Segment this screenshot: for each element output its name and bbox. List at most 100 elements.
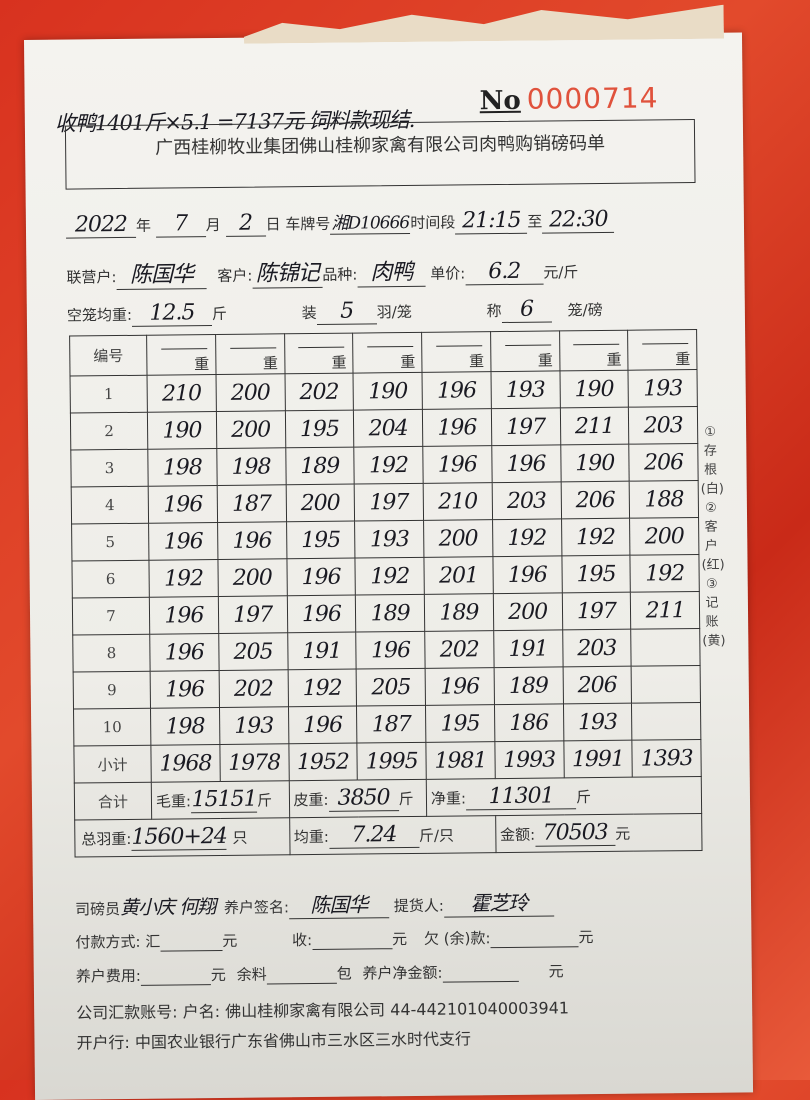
weight-cell: 202 — [284, 373, 354, 411]
month-label: 月 — [205, 215, 221, 235]
avg-value: 7.24 — [328, 821, 420, 849]
price-label: 单价: — [430, 264, 466, 283]
cage-weight-value: 12.5 — [131, 300, 213, 327]
serial-value: 0000714 — [526, 81, 659, 116]
net-cell: 净重: 11301 斤 — [426, 776, 702, 817]
weight-cell: 196 — [149, 596, 219, 635]
yuan-unit: 元 — [578, 928, 594, 947]
start-time: 21:15 — [455, 207, 528, 235]
row-number: 9 — [73, 671, 151, 710]
per-cage-label: 装 — [301, 303, 317, 323]
subtotal-cell: 1995 — [357, 742, 427, 781]
weight-cell: 190 — [353, 372, 423, 411]
header-row-cage: 空笼均重: 12.5 斤 装 5 羽/笼 称 6 笼/磅 — [67, 296, 603, 328]
row-number: 3 — [70, 449, 149, 488]
copy-note-char: (红) — [701, 557, 725, 573]
subtotal-cell: 1978 — [219, 743, 289, 782]
torn-edge — [244, 5, 724, 44]
per-weigh-label: 称 — [486, 302, 502, 321]
weight-cell: 200 — [493, 592, 563, 631]
price-unit: 元/斤 — [543, 263, 579, 282]
gross-label: 毛重: — [155, 792, 192, 811]
weight-cell: 196 — [148, 485, 218, 524]
yuan-unit: 元 — [548, 962, 564, 981]
weight-cell: 196 — [355, 631, 426, 670]
col-header-label: 重 — [400, 352, 416, 372]
gross-unit: 斤 — [256, 791, 273, 810]
weight-cell: 197 — [218, 595, 288, 634]
col-header-label: 重 — [606, 350, 622, 369]
weight-cell: 211 — [559, 407, 630, 445]
subtotal-cell: 1952 — [288, 743, 358, 781]
weight-cell: 200 — [285, 484, 355, 522]
weight-cell: 190 — [147, 411, 217, 450]
farmer-sign-label: 养户签名: — [223, 898, 290, 917]
index-header: 编号 — [69, 335, 148, 377]
weight-col-header: 重 — [215, 333, 285, 375]
copy-note-char: 存 — [703, 443, 717, 459]
weight-cell: 205 — [218, 632, 288, 671]
table-header-row: 编号 重 重 重 重 重 重 重 重 — [69, 329, 697, 377]
weight-col-header: 重 — [284, 333, 354, 374]
weight-cell: 198 — [216, 447, 286, 486]
breed-value: 肉鸭 — [357, 253, 426, 288]
weight-cell: 195 — [286, 521, 356, 559]
weight-cell: 203 — [628, 406, 698, 445]
tare-value: 3850 — [328, 785, 399, 812]
row-number: 8 — [72, 634, 151, 673]
tare-label: 皮重: — [293, 790, 329, 810]
avg-unit: 斤/只 — [418, 826, 455, 845]
copy-note-char: (白) — [700, 481, 724, 497]
customer-label: 客户: — [217, 266, 253, 285]
weight-cell: 192 — [492, 518, 562, 557]
amount-value: 70503 — [535, 819, 616, 847]
weight-cell: 189 — [285, 447, 355, 485]
weight-cell: 188 — [629, 480, 699, 519]
copy-note-char: ② — [705, 500, 717, 516]
weight-cell: 206 — [562, 666, 632, 704]
weight-col-header: 重 — [490, 330, 560, 372]
bag-unit: 包 — [336, 964, 352, 983]
weight-cell: 211 — [630, 591, 700, 630]
yuan-unit: 元 — [210, 965, 226, 985]
weight-cell — [631, 702, 701, 741]
copy-note-char: 账 — [705, 614, 719, 630]
picker-label: 提货人: — [393, 896, 444, 916]
subtotal-cell: 1393 — [632, 739, 702, 778]
weight-cell: 196 — [148, 522, 218, 561]
weight-cell — [631, 665, 701, 704]
fee-row: 养户费用: 元 余料 包 养户净金额: 元 — [76, 960, 564, 986]
copy-note-char: 客 — [704, 519, 718, 535]
per-weigh-value: 6 — [501, 296, 552, 324]
row-number: 7 — [72, 597, 150, 636]
row-number: 2 — [70, 412, 148, 451]
plate-label: 车牌号 — [285, 214, 331, 234]
signature-row: 司磅员黄小庆 何翔 养户签名: 陈国华 提货人: 霍芝玲 — [75, 886, 554, 922]
weight-cell: 192 — [287, 669, 357, 707]
gross-cell: 毛重:15151斤 — [151, 780, 290, 820]
weight-cell: 192 — [355, 557, 425, 596]
weight-cell: 196 — [286, 595, 356, 633]
subtotal-cell: 1991 — [563, 740, 633, 778]
account-line: 公司汇款账号: 户名: 佛山桂柳家禽有限公司 44-44210104000394… — [76, 998, 570, 1023]
tare-cell: 皮重: 3850 斤 — [288, 779, 427, 818]
weight-cell: 203 — [491, 481, 562, 520]
copy-note-char: 户 — [704, 538, 718, 554]
weight-cell: 197 — [491, 407, 561, 446]
count-cell: 总羽重:1560+24 只 — [74, 817, 290, 858]
weight-cell: 191 — [287, 632, 357, 670]
yuan-unit: 元 — [222, 931, 238, 950]
per-weigh-unit: 笼/磅 — [567, 300, 603, 320]
weight-col-header: 重 — [627, 329, 697, 371]
title-box: 广西桂柳牧业集团佛山桂柳家禽有限公司肉鸭购销磅码单 — [64, 118, 696, 190]
amount-unit: 元 — [615, 824, 631, 843]
col-header-label: 重 — [469, 352, 485, 371]
avg-cell: 均重: 7.24 斤/只 — [289, 815, 496, 855]
to-label: 至 — [527, 212, 543, 231]
weight-cell: 196 — [491, 444, 561, 483]
copy-note-char: 记 — [705, 595, 719, 611]
net-label: 净重: — [430, 789, 467, 808]
payment-row: 付款方式: 汇 元 收: 元 欠 (余)款: 元 — [75, 926, 594, 952]
weight-table: 编号重重重重重重重重 1 210 200 202 190 196 193 190 193 2 190 2… — [69, 329, 703, 858]
weight-cell: 203 — [562, 629, 632, 667]
